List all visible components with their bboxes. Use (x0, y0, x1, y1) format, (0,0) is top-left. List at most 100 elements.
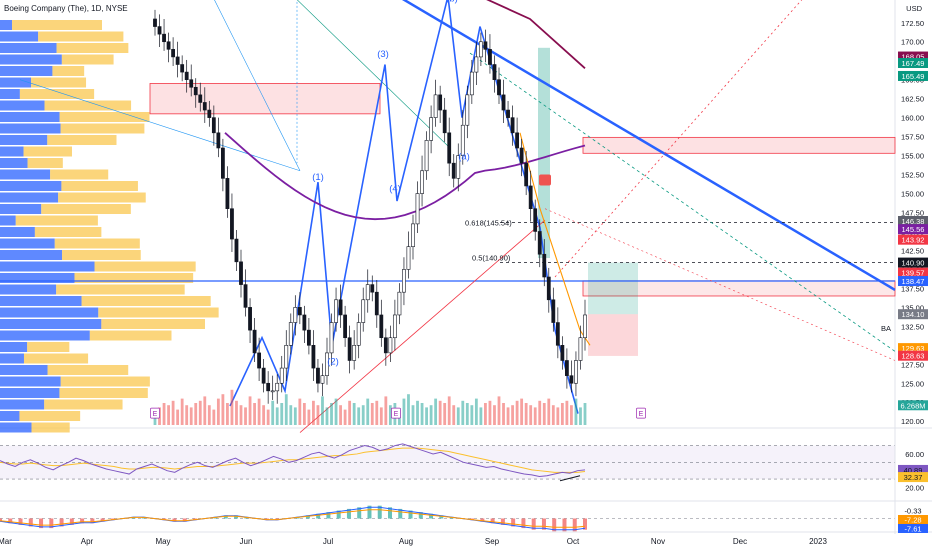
volume-bar (239, 405, 243, 425)
candle-down (501, 94, 506, 111)
wave-label: (2) (327, 356, 339, 367)
volume-profile-up-bar (0, 296, 82, 306)
volume-bar (339, 405, 342, 425)
macd-histogram-bar (18, 518, 23, 525)
price-tick-label: 162.50 (901, 95, 924, 104)
candle-up (465, 94, 470, 126)
candle-down (297, 307, 302, 316)
price-tick-label: 170.00 (901, 38, 924, 47)
rsi-badge-text: 32.37 (904, 473, 923, 482)
candle-up (334, 299, 338, 323)
macd-histogram-bar (316, 513, 321, 519)
candle-down (225, 178, 230, 210)
price-badge (898, 234, 928, 245)
price-badge-text: 167.49 (902, 59, 925, 68)
candle-down (162, 33, 166, 43)
volume-profile-up-bar (0, 192, 59, 203)
candle-down (166, 41, 171, 50)
macd-histogram-bar (182, 518, 187, 522)
price-tick-label: 147.50 (901, 209, 924, 218)
volume-bar (425, 407, 428, 425)
candle-up (460, 124, 465, 156)
macd-histogram-bar (39, 518, 44, 529)
price-tick-label: 120.00 (901, 417, 924, 426)
volume-bar (515, 400, 519, 425)
candle-down (153, 18, 157, 27)
resistance-zone (149, 83, 381, 115)
volume-bar (189, 407, 193, 425)
price-badge-text: 145.56 (902, 225, 925, 234)
volume-profile-up-bar (0, 112, 60, 122)
macd-badge (898, 524, 928, 533)
price-badge (898, 224, 928, 235)
volume-profile-up-bar (0, 20, 12, 30)
price-badge (898, 343, 928, 354)
volume-bar (407, 394, 410, 425)
volume-profile-up-bar (0, 31, 39, 42)
macd-histogram-bar (0, 518, 2, 522)
x-axis-label: Dec (733, 537, 747, 546)
volume-bar (257, 398, 261, 425)
volume-profile-down-bar (23, 146, 72, 157)
candle-down (239, 261, 243, 285)
candle-down (306, 329, 311, 346)
price-tick-label: 150.00 (901, 190, 924, 199)
price-badge-text: 146.38 (902, 217, 925, 226)
volume-bar (226, 403, 229, 425)
candle-up (478, 41, 483, 58)
candle-down (524, 162, 529, 187)
volume-bar (447, 396, 451, 425)
x-axis-label: 2023 (809, 537, 827, 546)
rsi-divergence-line (559, 475, 581, 482)
rsi-ma-line (0, 447, 586, 473)
volume-profile-up-bar (0, 227, 35, 237)
wave-label: (b) (446, 0, 458, 5)
x-axis-label: Mar (0, 537, 12, 546)
volume-profile-up-bar (0, 365, 48, 375)
candle-down (483, 41, 488, 50)
candle-up (270, 390, 275, 393)
price-tick-label: 155.00 (901, 152, 924, 161)
volume-bar (366, 398, 370, 425)
macd-histogram-bar (500, 518, 505, 525)
volume-bar (262, 405, 266, 425)
candle-down (564, 360, 569, 376)
volume-bar (511, 405, 514, 425)
volume-profile-down-bar (60, 376, 150, 387)
volume-profile-up-bar (0, 43, 57, 53)
candle-down (347, 337, 352, 361)
candle-down (311, 345, 316, 369)
x-axis-label: May (155, 537, 170, 546)
macd-signal-line (0, 509, 586, 528)
candle-down (234, 238, 239, 263)
volume-bar (538, 400, 542, 425)
candle-up (288, 322, 293, 346)
volume-profile-down-bar (47, 365, 129, 375)
price-tick-label: 127.50 (901, 360, 924, 369)
candle-down (243, 284, 248, 308)
macd-histogram-bar (28, 518, 33, 527)
macd-histogram-bar (90, 518, 95, 524)
candle-down (506, 109, 510, 118)
volume-bar (271, 400, 275, 425)
macd-histogram-bar (583, 518, 587, 530)
candle-down (220, 147, 225, 179)
macd-histogram-bar (100, 518, 105, 522)
price-badge (898, 257, 928, 268)
volume-profile-up-bar (0, 54, 62, 65)
earnings-marker (150, 407, 160, 419)
volume-bar (452, 405, 456, 425)
volume-bar (384, 396, 388, 425)
volume-bar (284, 394, 288, 425)
volume-bar (312, 400, 315, 425)
volume-profile-up-bar (0, 238, 55, 249)
candle-down (379, 314, 384, 339)
candle-down (560, 345, 565, 361)
candle-down (515, 132, 520, 149)
candle-down (551, 299, 556, 323)
volume-bar (194, 403, 198, 425)
candle-up (392, 314, 397, 339)
volume-bar (198, 400, 202, 425)
macd-histogram-bar (305, 515, 310, 519)
candle-down (546, 276, 551, 301)
